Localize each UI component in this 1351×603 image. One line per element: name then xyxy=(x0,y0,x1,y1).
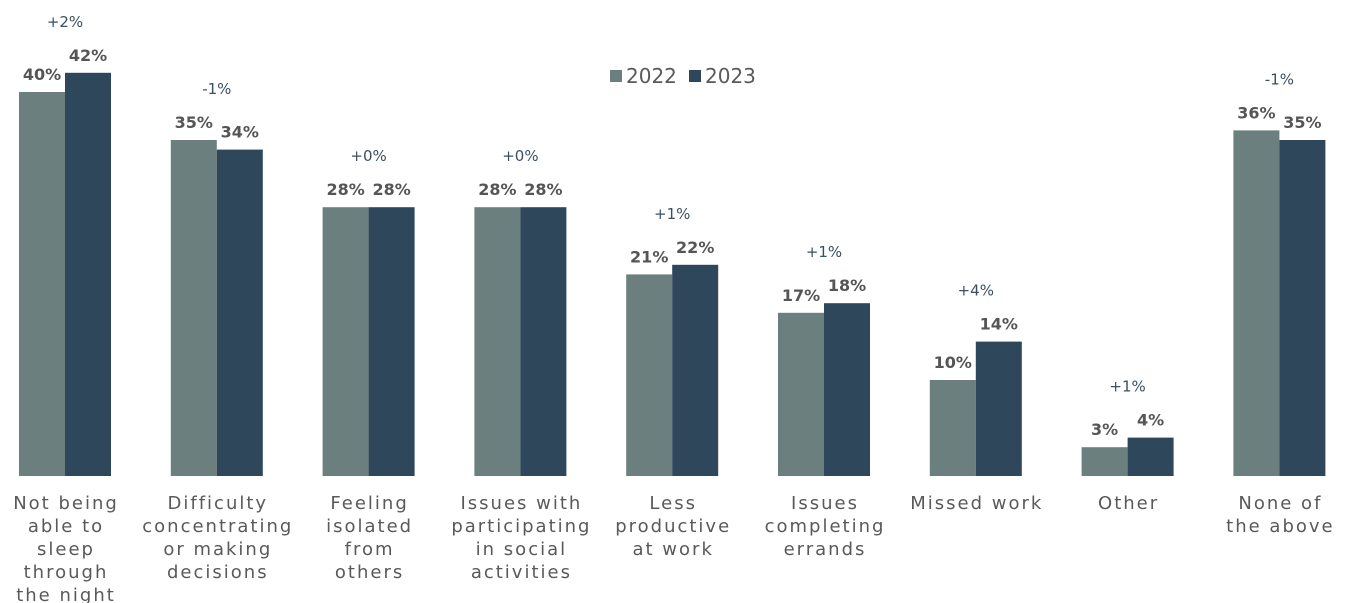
legend-swatch-2023 xyxy=(689,70,701,82)
change-label-7: +1% xyxy=(1109,378,1145,396)
bar-2023-1 xyxy=(216,149,263,476)
bar-2022-4 xyxy=(626,274,673,476)
change-label-1: -1% xyxy=(202,80,231,98)
chart-legend: 2022 2023 xyxy=(610,64,756,88)
bar-2023-2 xyxy=(368,207,415,476)
bar-2023-3 xyxy=(520,207,567,476)
change-label-3: +0% xyxy=(502,147,538,165)
bar-2023-4 xyxy=(672,264,719,476)
value-label-2022-5: 17% xyxy=(782,286,820,305)
change-label-4: +1% xyxy=(654,205,690,223)
value-label-2022-6: 10% xyxy=(934,353,972,372)
bar-2022-0 xyxy=(19,92,65,476)
legend-label-2022: 2022 xyxy=(626,64,677,88)
value-label-2022-4: 21% xyxy=(630,247,668,266)
bar-2023-6 xyxy=(975,341,1022,476)
category-label-2: Feeling isolated from others xyxy=(326,493,413,583)
legend-swatch-2022 xyxy=(610,70,622,82)
chart-value-labels: 40% 42% +2% 35% 34% -1% 28% 28% +0% 28% 28% +0% 21% 2… xyxy=(23,13,1322,439)
bar-2022-6 xyxy=(929,380,976,476)
value-label-2023-1: 34% xyxy=(221,123,259,142)
bar-2022-2 xyxy=(322,207,369,476)
bar-2022-3 xyxy=(474,207,521,476)
legend-label-2023: 2023 xyxy=(705,64,756,88)
value-label-2022-3: 28% xyxy=(478,180,516,199)
bar-2023-8 xyxy=(1279,140,1326,476)
category-label-0: Not being able to sleep through the night xyxy=(13,493,119,603)
value-label-2023-2: 28% xyxy=(372,180,410,199)
value-label-2023-8: 35% xyxy=(1283,113,1321,132)
value-label-2023-5: 18% xyxy=(828,276,866,295)
category-label-5: Issues completing errands xyxy=(765,493,886,560)
value-label-2023-3: 28% xyxy=(524,180,562,199)
bar-2022-1 xyxy=(170,140,217,476)
category-label-3: Issues with participating in social activit… xyxy=(451,493,591,583)
bar-2022-8 xyxy=(1233,130,1280,476)
change-label-0: +2% xyxy=(47,13,83,31)
bar-2023-0 xyxy=(65,72,111,477)
value-label-2022-1: 35% xyxy=(175,113,213,132)
value-label-2022-0: 40% xyxy=(23,65,61,84)
change-label-6: +4% xyxy=(958,282,994,300)
value-label-2023-6: 14% xyxy=(980,315,1018,334)
category-label-4: Less productive at work xyxy=(615,493,731,560)
value-label-2022-2: 28% xyxy=(326,180,364,199)
value-label-2023-7: 4% xyxy=(1137,411,1164,430)
value-label-2023-4: 22% xyxy=(676,238,714,257)
bar-2022-7 xyxy=(1081,447,1128,476)
value-label-2022-8: 36% xyxy=(1237,103,1275,122)
category-label-6: Missed work xyxy=(910,493,1043,514)
value-label-2023-0: 42% xyxy=(69,46,107,65)
change-label-5: +1% xyxy=(806,243,842,261)
chart-bars xyxy=(19,72,1326,477)
category-label-7: Other xyxy=(1098,493,1159,514)
value-label-2022-7: 3% xyxy=(1091,420,1118,439)
change-label-8: -1% xyxy=(1265,70,1294,88)
bar-2023-5 xyxy=(824,303,870,476)
change-label-2: +0% xyxy=(350,147,386,165)
bar-2023-7 xyxy=(1127,437,1174,476)
bar-2022-5 xyxy=(778,312,824,476)
chart-category-labels: Not being able to sleep through the night Dif… xyxy=(13,493,1334,603)
category-label-1: Difficulty concentrating or making decision… xyxy=(142,493,293,583)
category-label-8: None of the above xyxy=(1226,493,1334,537)
